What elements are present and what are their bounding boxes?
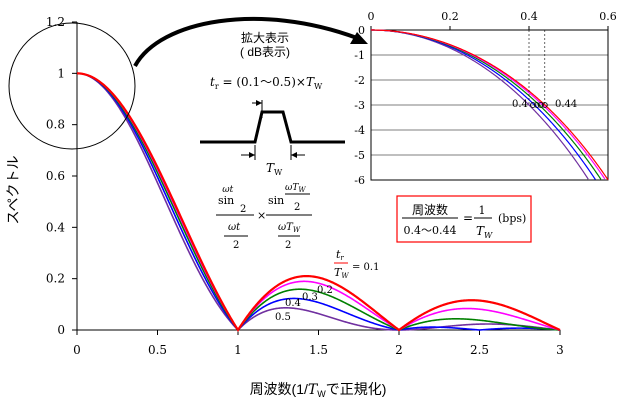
svg-text:2: 2 xyxy=(294,202,300,213)
main-y-tick-label: 1 xyxy=(57,66,65,80)
inset-marker-label-right: 0.44 xyxy=(555,99,577,110)
main-y-tick-label: 0.4 xyxy=(46,220,65,234)
svg-text:tr: tr xyxy=(336,248,344,262)
x-axis-label: 周波数(1/TWで正規化) xyxy=(250,381,387,399)
inset-marker-circle xyxy=(537,102,544,108)
svg-text:ωt: ωt xyxy=(228,222,241,233)
zoom-subtitle: ( dB表示) xyxy=(240,45,290,59)
inset-y-tick-label: -4 xyxy=(354,124,365,137)
ratio-label: tr TW = 0.1 xyxy=(334,248,379,280)
svg-text:(bps): (bps) xyxy=(498,212,526,225)
inset-y-tick-label: -6 xyxy=(354,174,365,187)
main-x-ticks: 0 0.5 1 1.5 2 2.5 3 xyxy=(73,330,564,357)
svg-text:周波数: 周波数 xyxy=(412,202,448,217)
inset-x-tick-label: 0.2 xyxy=(441,10,459,23)
svg-text:=: = xyxy=(463,211,473,225)
zoom-arrow xyxy=(133,16,358,67)
zoom-arrow-head xyxy=(350,32,368,44)
svg-text:0.4～0.44: 0.4～0.44 xyxy=(404,224,457,237)
zoom-title: 拡大表示 xyxy=(241,31,289,45)
main-series-0.1 xyxy=(76,72,561,333)
series-label-0-5: 0.5 xyxy=(275,312,291,323)
main-y-tick-label: 0 xyxy=(57,323,65,337)
svg-text:ωTW: ωTW xyxy=(278,222,301,234)
main-y-tick-label: 1.2 xyxy=(46,15,65,29)
main-series-0.5 xyxy=(76,72,561,332)
svg-text:TW: TW xyxy=(334,266,349,280)
inset-y-tick-label: -1 xyxy=(354,49,365,62)
svg-text:= 0.1: = 0.1 xyxy=(352,262,379,273)
inset-x-tick-label: 0 xyxy=(368,10,375,23)
inset-marker-circle xyxy=(534,102,540,108)
inset-x-tick-label: 0.6 xyxy=(599,10,617,23)
inset-y-tick-label: -2 xyxy=(354,74,365,87)
inset-marker-circle xyxy=(541,102,548,108)
main-x-tick-label: 0 xyxy=(73,343,81,357)
main-x-tick-label: 1 xyxy=(234,343,242,357)
svg-text:ωTW: ωTW xyxy=(285,183,306,194)
y-axis-label: スペクトル xyxy=(5,155,21,224)
main-y-tick-label: 0.2 xyxy=(46,272,65,286)
main-series-0.3 xyxy=(76,72,561,332)
main-x-tick-label: 2 xyxy=(395,343,403,357)
main-x-tick-label: 1.5 xyxy=(309,343,328,357)
series-label-0-4: 0.4 xyxy=(285,298,301,309)
main-y-ticks: 0 0.2 0.4 0.6 0.8 1 1.2 xyxy=(46,15,77,337)
main-y-tick-label: 0.8 xyxy=(46,118,65,132)
frequency-box: 周波数 0.4～0.44 = 1 TW (bps) xyxy=(396,195,532,243)
inset-y-tick-label: -3 xyxy=(354,99,365,112)
main-x-tick-label: 3 xyxy=(556,343,564,357)
svg-text:×: × xyxy=(257,209,266,222)
inset-series-lines xyxy=(371,29,609,181)
pulse-diagram xyxy=(200,100,345,160)
main-series-lines xyxy=(76,72,561,333)
inset-marker-circle xyxy=(530,102,536,108)
pulse-width-label: TW xyxy=(266,161,283,177)
svg-text:2: 2 xyxy=(240,204,246,215)
inset-series-0.1 xyxy=(371,29,609,181)
main-x-tick-label: 2.5 xyxy=(470,343,489,357)
main-x-tick-label: 0.5 xyxy=(148,343,167,357)
inset-y-tick-label: -5 xyxy=(354,149,365,162)
inset-markers xyxy=(528,30,548,108)
inset-x-tick-label: 0.4 xyxy=(520,10,538,23)
series-label-0-2: 0.2 xyxy=(317,285,333,296)
inset-marker-label-left: 0.4 xyxy=(512,99,528,110)
pulse-formula: tr = (0.1～0.5)×TW xyxy=(210,75,323,91)
zoom-circle xyxy=(8,22,136,150)
main-plot: 0 0.2 0.4 0.6 0.8 1 1.2 0 0.5 1 1.5 2 2.5 3 xyxy=(46,15,564,357)
main-series-0.4 xyxy=(76,72,561,332)
svg-text:2: 2 xyxy=(285,240,291,251)
svg-text:2: 2 xyxy=(233,240,239,251)
svg-text:1: 1 xyxy=(479,204,486,217)
spectrum-formula: sinωt 2 ωt 2 × sin ωTW 2 ωTW 2 xyxy=(216,183,312,251)
series-label-0-3: 0.3 xyxy=(302,292,318,303)
svg-text:sin: sin xyxy=(268,194,284,207)
svg-text:TW: TW xyxy=(476,224,493,240)
inset-x-ticks: 0 0.2 0.4 0.6 xyxy=(368,10,617,30)
inset-plot: 0 -1 -2 -3 -4 -5 -6 0 0.2 0.4 0.6 0.4 0.44 xyxy=(354,10,616,187)
inset-y-ticks: 0 -1 -2 -3 -4 -5 -6 xyxy=(354,24,365,187)
main-y-tick-label: 0.6 xyxy=(46,169,65,183)
inset-y-tick-label: 0 xyxy=(358,24,365,37)
svg-text:sinωt: sinωt xyxy=(218,185,234,207)
